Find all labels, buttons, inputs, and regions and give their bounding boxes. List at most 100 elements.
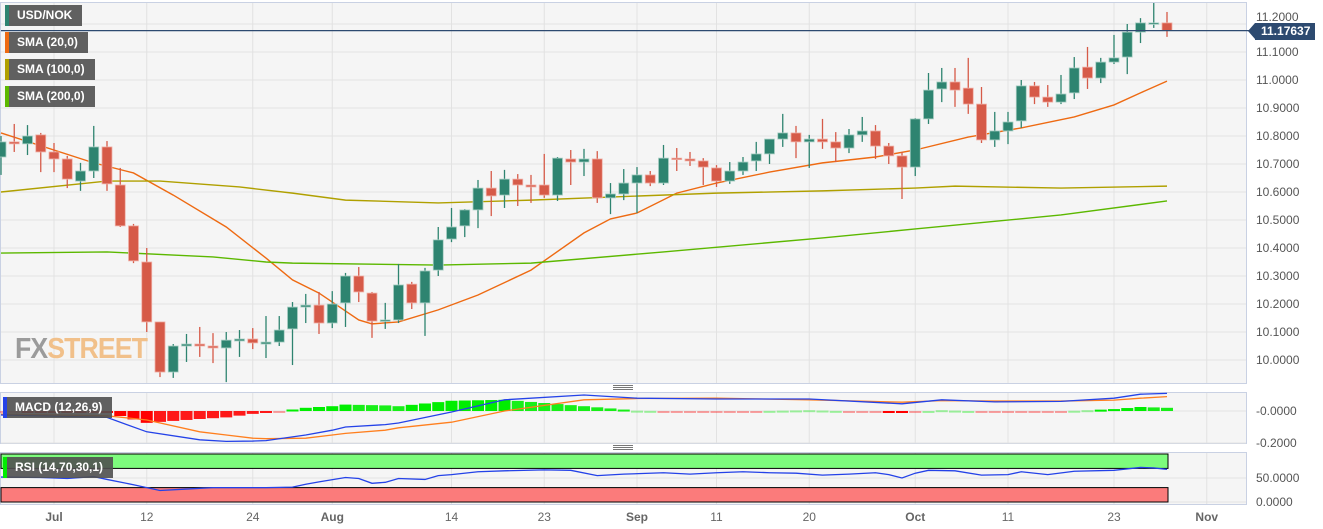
macd-histogram-bar	[869, 411, 882, 413]
macd-histogram-bar	[1161, 407, 1173, 411]
macd-panel-resize-handle[interactable]	[613, 385, 633, 390]
price-axis-label: 11.2000	[1256, 10, 1299, 24]
candle-up	[273, 329, 285, 343]
sma200-color-swatch	[5, 86, 9, 107]
macd-histogram-bar	[167, 411, 180, 421]
candle-up	[287, 306, 298, 330]
legend-sma200[interactable]: SMA (200,0)	[5, 86, 95, 107]
candle-down	[883, 145, 895, 157]
candle-up	[750, 153, 762, 162]
macd-signal-line	[0, 395, 1168, 440]
sma200-line	[0, 200, 1168, 266]
macd-histogram-bar	[856, 411, 869, 413]
symbol-color-swatch	[5, 5, 9, 26]
date-axis-label: Aug	[321, 510, 344, 524]
price-axis-label: 10.4000	[1256, 241, 1300, 255]
date-axis-label: Sep	[626, 510, 648, 524]
macd-histogram-bar	[1041, 411, 1054, 413]
macd-histogram-bar	[631, 410, 643, 413]
date-axis-label: 20	[803, 510, 817, 524]
legend-sma20[interactable]: SMA (20,0)	[5, 32, 88, 53]
candle-down	[8, 141, 20, 145]
macd-histogram-bar	[286, 409, 299, 412]
candle-up	[578, 158, 590, 163]
fxstreet-logo: FXSTREET	[15, 333, 148, 366]
macd-histogram-bar	[803, 410, 816, 413]
candle-up	[1068, 67, 1080, 94]
price-axis-label: 10.2000	[1256, 297, 1300, 311]
candle-down	[313, 304, 325, 324]
candle-up	[1095, 61, 1107, 79]
macd-histogram-bar	[737, 411, 749, 413]
macd-histogram-bar	[750, 411, 763, 413]
candle-up	[0, 141, 7, 158]
candle-down	[61, 158, 73, 180]
candle-down	[644, 174, 656, 184]
macd-histogram-bar	[366, 405, 378, 411]
candle-down	[949, 81, 961, 91]
candle-down	[525, 184, 537, 188]
candle-down	[154, 321, 166, 373]
candle-up	[618, 182, 630, 195]
macd-histogram-bar	[485, 400, 498, 411]
current-price-tag: 11.17637	[1247, 23, 1316, 40]
macd-histogram-bar	[843, 411, 855, 413]
legend-macd[interactable]: MACD (12,26,9)	[3, 397, 113, 418]
macd-histogram-bar	[551, 404, 564, 411]
macd-histogram-bar	[339, 404, 352, 411]
macd-histogram-bar	[1028, 411, 1041, 413]
price-axis-label: 10.0000	[1256, 353, 1300, 367]
candle-up	[1055, 93, 1067, 103]
candle-down	[671, 157, 683, 161]
candle-up	[724, 170, 736, 182]
macd-histogram-bar	[644, 410, 657, 413]
rsi-line	[0, 466, 1168, 492]
candle-down	[1042, 96, 1054, 103]
rsi-panel-resize-handle[interactable]	[613, 445, 633, 450]
price-axis-label: 10.5000	[1256, 213, 1300, 227]
date-axis-label: 11	[1002, 510, 1015, 524]
sma20-color-swatch	[5, 32, 9, 53]
candle-down	[128, 225, 139, 262]
macd-histogram-bar	[538, 403, 551, 411]
macd-histogram-bar	[922, 411, 935, 413]
macd-color-swatch	[3, 397, 7, 418]
candle-up	[1148, 22, 1160, 25]
candle-up	[777, 132, 789, 140]
price-axis-label: 10.9000	[1256, 101, 1300, 115]
date-axis-label: Nov	[1195, 510, 1218, 524]
date-axis-label: 11	[710, 510, 723, 524]
candle-up	[75, 170, 86, 182]
candle-up	[459, 209, 471, 227]
candle-down	[870, 130, 881, 147]
macd-histogram-bar	[525, 401, 537, 411]
candle-down	[684, 158, 696, 162]
candle-down	[48, 151, 60, 160]
candle-up	[1135, 22, 1146, 33]
candle-down	[101, 146, 113, 185]
legend-symbol[interactable]: USD/NOK	[5, 5, 83, 26]
macd-histogram-bar	[1134, 407, 1147, 411]
candle-down	[830, 141, 842, 149]
candle-up	[234, 338, 245, 342]
candle-up	[737, 161, 749, 172]
legend-sma20-label: SMA (20,0)	[17, 35, 78, 49]
candle-down	[406, 283, 418, 304]
macd-histogram-bar	[273, 411, 286, 413]
candle-down	[247, 338, 259, 344]
macd-histogram-bar	[1121, 408, 1134, 411]
macd-histogram-bar	[445, 400, 458, 411]
macd-histogram-bar	[127, 411, 140, 420]
date-axis-label: Jul	[45, 510, 62, 524]
candle-down	[711, 167, 722, 182]
macd-histogram-bar	[975, 411, 988, 413]
candle-up	[446, 226, 457, 240]
legend-sma100[interactable]: SMA (100,0)	[5, 59, 95, 80]
macd-axis-label: -0.2000	[1256, 436, 1297, 450]
candle-up	[300, 304, 312, 308]
candle-up	[340, 275, 351, 304]
legend-rsi[interactable]: RSI (14,70,30,1)	[3, 457, 114, 478]
macd-histogram-bar	[1055, 411, 1067, 413]
candle-down	[538, 184, 550, 196]
